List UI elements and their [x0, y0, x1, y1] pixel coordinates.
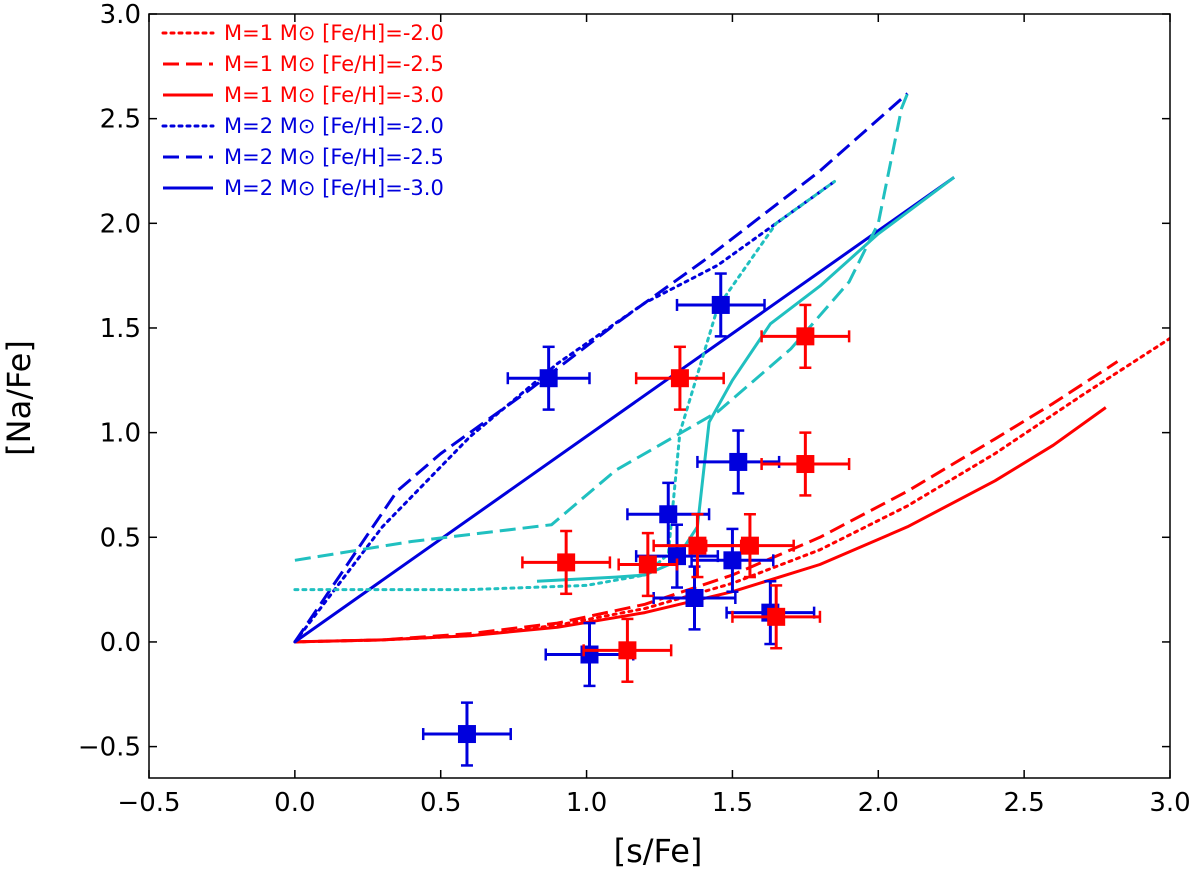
- model-line-4: [293, 92, 909, 643]
- point-marker: [685, 588, 704, 607]
- data-points: [421, 272, 851, 767]
- x-tick-label: 1.5: [712, 788, 753, 818]
- legend-label: M=2 M⊙ [Fe/H]=-2.0: [224, 114, 444, 138]
- legend-label: M=2 M⊙ [Fe/H]=-2.5: [224, 145, 444, 169]
- y-tick-label: −0.5: [78, 733, 141, 763]
- model-line-5: [294, 176, 955, 644]
- data-point-blue-0: [506, 345, 591, 411]
- legend-entry-2: M=1 M⊙ [Fe/H]=-3.0: [163, 83, 444, 107]
- data-point-red-14: [617, 531, 679, 598]
- point-marker: [767, 607, 786, 626]
- point-marker: [618, 641, 637, 660]
- legend-label: M=1 M⊙ [Fe/H]=-3.0: [224, 83, 444, 107]
- model-lines: [293, 92, 1170, 644]
- data-point-red-11: [634, 345, 725, 411]
- point-marker: [668, 547, 687, 566]
- y-tick-label: 2.0: [100, 209, 141, 239]
- point-marker: [457, 725, 476, 744]
- model-line-3: [293, 180, 836, 644]
- data-point-blue-1: [675, 272, 766, 338]
- y-tick-label: 1.0: [100, 419, 141, 449]
- model-line-7: [294, 92, 909, 562]
- point-marker: [723, 551, 742, 570]
- point-marker: [659, 505, 678, 524]
- point-marker: [557, 553, 576, 572]
- y-tick-label: 3.0: [100, 0, 141, 30]
- y-tick-label: 1.5: [100, 314, 141, 344]
- point-marker: [796, 327, 815, 346]
- y-tick-label: 2.5: [100, 105, 141, 135]
- legend-entry-1: M=1 M⊙ [Fe/H]=-2.5: [163, 52, 444, 76]
- x-tick-label: 1.0: [566, 788, 607, 818]
- x-tick-label: 0.0: [274, 788, 315, 818]
- data-point-red-13: [521, 529, 612, 596]
- data-point-red-12: [760, 431, 851, 497]
- data-point-red-18: [582, 617, 673, 683]
- legend-label: M=2 M⊙ [Fe/H]=-3.0: [224, 176, 444, 200]
- legend-entry-3: M=2 M⊙ [Fe/H]=-2.0: [161, 114, 444, 138]
- model-line-1: [294, 360, 1119, 644]
- model-line-8: [536, 176, 955, 583]
- data-point-red-10: [760, 303, 851, 369]
- data-point-blue-4: [690, 527, 775, 593]
- x-tick-label: −0.5: [117, 788, 180, 818]
- x-axis-label: [s/Fe]: [614, 832, 703, 870]
- point-marker: [740, 536, 759, 555]
- legend-label: M=1 M⊙ [Fe/H]=-2.5: [224, 52, 444, 76]
- model-line-6: [293, 180, 836, 592]
- legend-label: M=1 M⊙ [Fe/H]=-2.0: [224, 21, 444, 45]
- point-marker: [638, 555, 657, 574]
- model-line-0: [293, 336, 1170, 644]
- x-tick-label: 2.5: [1003, 788, 1044, 818]
- point-marker: [539, 369, 558, 388]
- legend-entry-0: M=1 M⊙ [Fe/H]=-2.0: [161, 21, 444, 45]
- point-marker: [711, 295, 730, 314]
- point-marker: [670, 369, 689, 388]
- x-tick-label: 0.5: [420, 788, 461, 818]
- y-tick-label: 0.0: [100, 628, 141, 658]
- y-axis-label: [Na/Fe]: [0, 340, 38, 456]
- data-point-blue-2: [696, 429, 781, 495]
- y-tick-label: 0.5: [100, 523, 141, 553]
- legend-entry-5: M=2 M⊙ [Fe/H]=-3.0: [163, 176, 444, 200]
- point-marker: [796, 455, 815, 474]
- point-marker: [729, 452, 748, 471]
- legend-entry-4: M=2 M⊙ [Fe/H]=-2.5: [163, 145, 444, 169]
- data-point-red-17: [731, 584, 822, 650]
- point-marker: [688, 536, 707, 555]
- plot-frame: [148, 13, 1171, 779]
- axes: −0.5 0.0 0.5 1.0 1.5 2.0 2.5 3.0 −0.5 0.0 0.5 1.0 1.…: [78, 0, 1191, 818]
- legend: M=1 M⊙ [Fe/H]=-2.0 M=1 M⊙ [Fe/H]=-2.5 M=1 …: [161, 21, 444, 200]
- x-tick-label: 2.0: [858, 788, 899, 818]
- data-point-blue-9: [421, 701, 512, 767]
- data-point-red-16: [704, 513, 795, 579]
- x-tick-label: 3.0: [1149, 788, 1190, 818]
